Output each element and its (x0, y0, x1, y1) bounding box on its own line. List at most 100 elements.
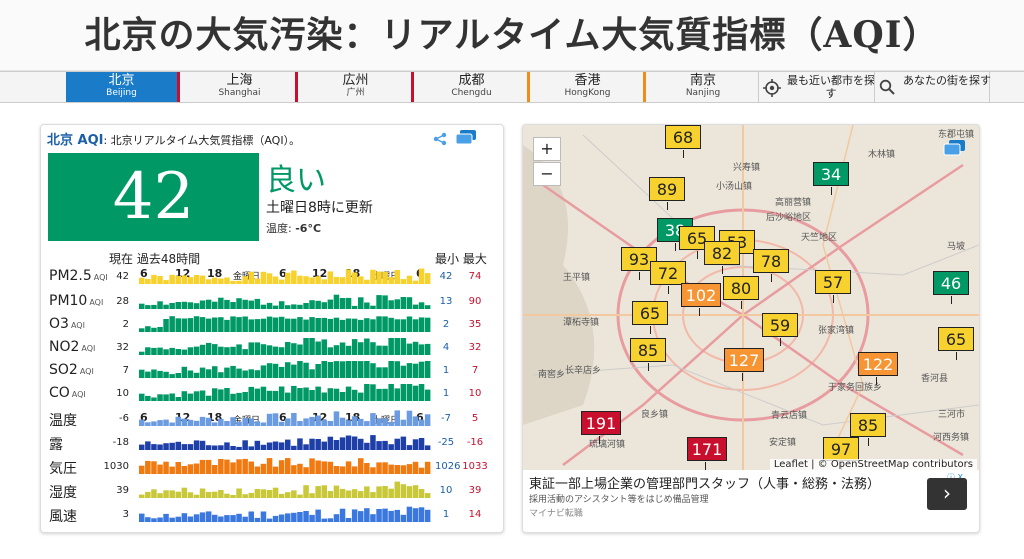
row-label-text: 風速 (49, 509, 77, 525)
sparkline-10[interactable] (139, 480, 431, 498)
station-marker[interactable]: 82 (704, 241, 740, 274)
sparkline-bar (285, 342, 291, 355)
sparkline-4[interactable] (139, 337, 431, 355)
sparkline-bar (218, 346, 224, 355)
sparkline-bar (278, 460, 285, 474)
station-marker[interactable]: 93 (621, 247, 657, 280)
sparkline-5[interactable] (139, 360, 431, 378)
tab-hongkong[interactable]: 香港 HongKong (532, 72, 646, 102)
share-icon[interactable] (433, 131, 447, 150)
sparkline-bar (297, 344, 303, 355)
sparkline-bar (236, 513, 242, 522)
sparkline-bar (327, 318, 334, 332)
tab-shanghai[interactable]: 上海 Shanghai (184, 72, 298, 102)
sparkline-bar (339, 319, 346, 332)
tab-nanjing[interactable]: 南京 Nanjing (646, 72, 760, 102)
windows-icon[interactable] (455, 129, 477, 149)
station-marker[interactable]: 46 (933, 271, 969, 304)
sparkline-bar (163, 419, 169, 426)
sparkline-bar (418, 438, 425, 450)
sparkline-bar (394, 438, 400, 450)
station-marker[interactable]: 89 (649, 177, 685, 210)
sparkline-bar (358, 361, 364, 378)
sparkline-bar (254, 370, 261, 378)
adchoices-icon[interactable]: ⓘ X (947, 472, 963, 483)
sparkline-bar (193, 440, 200, 450)
tab-guangzhou[interactable]: 広州 广州 (300, 72, 414, 102)
station-marker[interactable]: 34 (813, 162, 849, 195)
sparkline-bar (145, 441, 151, 450)
ad-title[interactable]: 東証一部上場企業の管理部門スタッフ（人事・総務・法務） (529, 477, 881, 492)
sparkline-bar (424, 461, 431, 474)
sparkline-bar (364, 361, 370, 378)
sparkline-bar (212, 344, 218, 355)
sparkline-7[interactable] (139, 408, 431, 426)
ad-banner[interactable]: 東証一部上場企業の管理部門スタッフ（人事・総務・法務） 採用活動のアシスタント等… (523, 470, 979, 532)
aqi-map[interactable]: 东郡屯镇 兴寿镇 小汤山镇 木林镇 高丽营镇 后沙峪地区 天竺地区 马坡 王平镇 潭柘寺镇 张家湾镇… (522, 124, 980, 533)
time-tick: 6 (140, 411, 148, 424)
sparkline-bar (157, 517, 163, 522)
sparkline-9[interactable] (139, 456, 431, 474)
minmax-header: 最小 最大 (435, 252, 487, 266)
sparkline-bar (157, 347, 163, 355)
sparkline-bar (358, 491, 364, 498)
station-marker[interactable]: 72 (650, 261, 686, 294)
sparkline-bar (272, 346, 279, 355)
sparkline-1[interactable] (139, 266, 431, 284)
zoom-out-button[interactable]: − (533, 162, 561, 186)
sparkline-bar (327, 388, 334, 401)
sparkline-bar (181, 349, 188, 355)
sparkline-bar (242, 458, 248, 474)
nearest-city-button[interactable]: 最も近い都市を探す (758, 72, 875, 102)
sparkline-bar (248, 492, 254, 498)
station-marker[interactable]: 97 (823, 437, 859, 470)
zoom-in-button[interactable]: + (533, 137, 561, 161)
sparkline-bar (309, 390, 315, 401)
sparkline-bar (139, 277, 145, 284)
row-max: 39 (468, 485, 482, 496)
ad-arrow-button[interactable]: › (927, 478, 967, 510)
station-marker[interactable]: 191 (581, 411, 621, 444)
station-marker[interactable]: 78 (753, 249, 789, 282)
station-marker[interactable]: 127 (724, 348, 764, 381)
sparkline-bar (230, 365, 236, 378)
station-marker[interactable]: 171 (687, 437, 727, 470)
station-marker[interactable]: 65 (632, 301, 668, 334)
station-marker[interactable]: 80 (723, 276, 759, 309)
sparkline-bar (278, 442, 285, 450)
find-city-button[interactable]: あなたの街を探す (874, 72, 991, 102)
map-attribution[interactable]: Leaflet | © OpenStreetMap contributors (769, 459, 977, 470)
station-marker[interactable]: 122 (858, 352, 898, 385)
layers-icon[interactable] (943, 139, 967, 161)
sparkline-11[interactable] (139, 504, 431, 522)
sparkline-bar (291, 343, 297, 355)
sparkline-bar (169, 347, 175, 355)
sparkline-bar (303, 319, 309, 332)
sparkline-bar (218, 516, 224, 522)
map-place-label: 琉璃河镇 (589, 440, 626, 450)
sparkline-bar (145, 371, 151, 378)
station-marker[interactable]: 59 (762, 313, 798, 346)
sparkline-bar (424, 493, 431, 498)
sparkline-bar (248, 319, 254, 332)
station-marker[interactable]: 68 (665, 125, 701, 158)
tab-chengdu[interactable]: 成都 Chengdu (416, 72, 530, 102)
station-marker[interactable]: 57 (815, 270, 851, 303)
sparkline-6[interactable] (139, 383, 431, 401)
sparkline-2[interactable] (139, 291, 431, 309)
tab-label: 成都 (458, 73, 485, 88)
row-current: -6 (119, 413, 129, 424)
station-marker[interactable]: 85 (630, 338, 666, 371)
sparkline-bar (266, 390, 273, 401)
station-marker[interactable]: 102 (681, 283, 721, 316)
sparkline-bar (412, 304, 419, 309)
sparkline-bar (358, 342, 364, 355)
row-min: 1 (442, 365, 450, 376)
sparkline-bar (327, 461, 334, 474)
sparkline-3[interactable] (139, 314, 431, 332)
sparkline-bar (193, 346, 200, 355)
sparkline-8[interactable] (139, 432, 431, 450)
station-marker[interactable]: 85 (850, 413, 886, 446)
station-marker[interactable]: 65 (938, 327, 974, 360)
tab-beijing[interactable]: 北京 Beijing (66, 72, 180, 102)
